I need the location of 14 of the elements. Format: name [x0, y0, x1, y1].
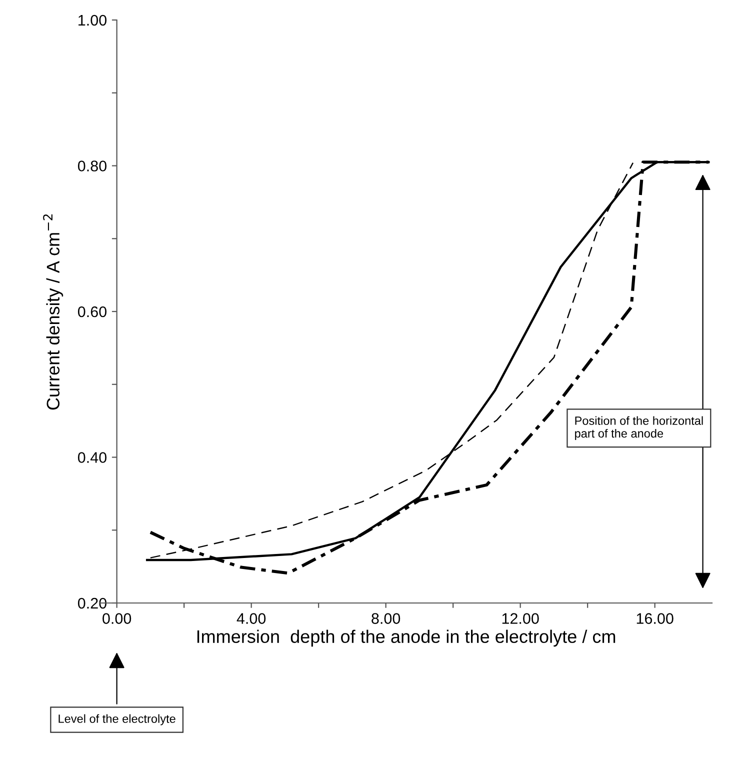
y-axis-title: Current density / A cm$^{−2}$	[43, 214, 64, 410]
annotation: Position of the horizontal part of the anode	[575, 416, 703, 440]
y-tick-label: 0.60	[78, 306, 106, 318]
x-axis-title: Immersion depth of the anode in the electrolyte / cm	[197, 630, 616, 647]
y-tick-label: 0.40	[78, 452, 106, 463]
y-tick-label: 0.20	[78, 598, 106, 609]
x-tick-label: 16.00	[636, 613, 674, 624]
x-tick-label: 0.00	[102, 613, 132, 624]
y-tick-label: 1.00	[78, 14, 106, 26]
x-tick-label: 8.00	[372, 613, 400, 624]
y-tick-label: 0.80	[78, 160, 106, 172]
text: Level of the electrolyte	[58, 714, 176, 726]
x-tick-label: 12.00	[502, 613, 539, 624]
x-tick-label: 4.00	[236, 613, 266, 624]
